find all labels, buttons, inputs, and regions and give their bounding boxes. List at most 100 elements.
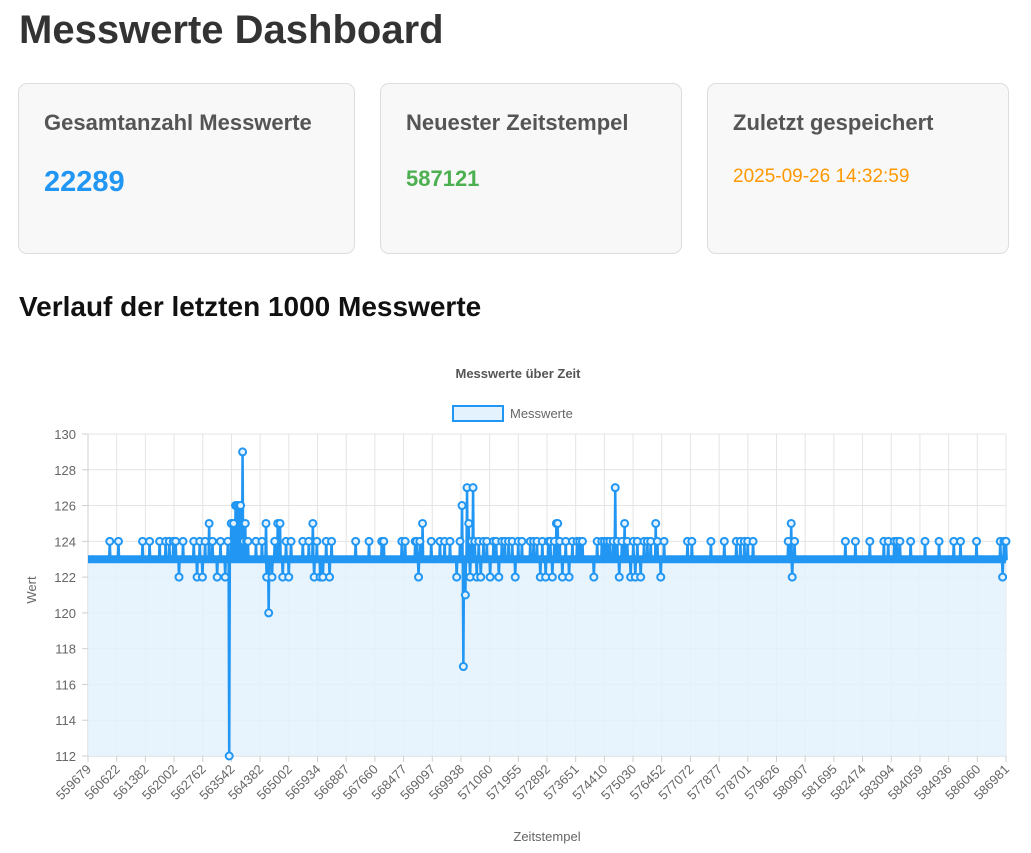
data-point [659,536,669,546]
y-tick-label: 112 [55,749,76,764]
data-point [270,536,280,546]
data-point [510,572,520,582]
data-point [455,536,465,546]
legend-swatch[interactable] [452,405,504,422]
data-point [445,536,455,546]
data-point [418,518,428,528]
data-point [850,536,860,546]
data-point [972,536,982,546]
data-point [790,536,800,546]
data-point [240,518,250,528]
data-point [656,572,666,582]
legend-label: Messwerte [510,406,573,421]
data-point [786,518,796,528]
data-point [267,572,277,582]
data-point [865,536,875,546]
chart-title: Messwerte über Zeit [456,366,582,381]
data-point [895,536,905,546]
data-point [308,518,318,528]
y-tick-label: 122 [54,570,76,585]
data-point [243,536,253,546]
data-point [327,536,337,546]
data-point [452,572,462,582]
data-point [920,536,930,546]
data-point [216,536,226,546]
x-axis-ticks: 5596795606225613825620025627625635425643… [53,762,1012,803]
data-point [934,536,944,546]
data-point [787,572,797,582]
data-point [464,518,474,528]
card-last-saved-value: 2025-09-26 14:32:59 [733,166,910,187]
x-axis-label: Zeitstempel [513,829,580,844]
y-tick-label: 116 [55,677,76,692]
data-point [223,536,233,546]
data-point [564,572,574,582]
data-point [220,572,230,582]
data-point [304,536,314,546]
card-latest-timestamp-label: Neuester Zeitstempel [406,110,629,135]
y-tick-label: 120 [54,606,76,621]
data-point [204,518,214,528]
y-tick-label: 124 [54,534,76,549]
card-latest-timestamp: Neuester Zeitstempel 587121 [380,83,682,254]
data-point [468,483,478,493]
data-point [998,572,1008,582]
data-point [458,662,468,672]
data-point [955,536,965,546]
data-point [706,536,716,546]
chart-points [105,447,1011,761]
data-point [257,536,267,546]
data-point [351,536,361,546]
card-last-saved-label: Zuletzt gespeichert [733,110,934,135]
data-point [284,572,294,582]
data-point [197,572,207,582]
section-title: Verlauf der letzten 1000 Messwerte [19,291,482,322]
data-point [414,572,424,582]
data-point [906,536,916,546]
y-tick-label: 128 [54,463,76,478]
card-total-count-value: 22289 [44,166,125,198]
page-title: Messwerte Dashboard [19,8,444,52]
card-total-count-label: Gesamtanzahl Messwerte [44,110,312,135]
card-latest-timestamp-value: 587121 [406,166,480,191]
data-point [286,536,296,546]
data-point [113,536,123,546]
card-last-saved: Zuletzt gespeichert 2025-09-26 14:32:59 [707,83,1009,254]
data-point [200,536,210,546]
data-point [207,536,217,546]
data-point [105,536,115,546]
y-axis-label: Wert [24,576,39,604]
data-point [312,536,322,546]
y-tick-label: 130 [54,427,76,442]
data-point [620,518,630,528]
data-point [261,518,271,528]
data-point [238,447,248,457]
data-point [589,572,599,582]
y-axis-ticks: 112 114 116 118 120 122 124 126 128 130 [54,427,76,764]
data-point [426,536,436,546]
area-fill [88,451,1007,756]
data-point [171,536,181,546]
data-point [364,536,374,546]
data-point [275,518,285,528]
data-point [517,536,527,546]
data-point [687,536,697,546]
data-point [577,536,587,546]
data-point [457,501,467,511]
chart-area [88,451,1007,756]
measurements-chart: Messwerte über Zeit Messwerte 112 114 116 1… [24,366,1012,844]
y-tick-label: 114 [55,713,76,728]
data-point [553,518,563,528]
data-point [224,751,234,761]
data-point [236,501,246,511]
data-point [138,536,148,546]
data-point [840,536,850,546]
data-point [610,483,620,493]
data-point [485,572,495,582]
data-point [145,536,155,546]
data-point [229,518,239,528]
data-point [212,572,222,582]
data-point [325,572,335,582]
data-point [460,590,470,600]
data-point [476,572,486,582]
